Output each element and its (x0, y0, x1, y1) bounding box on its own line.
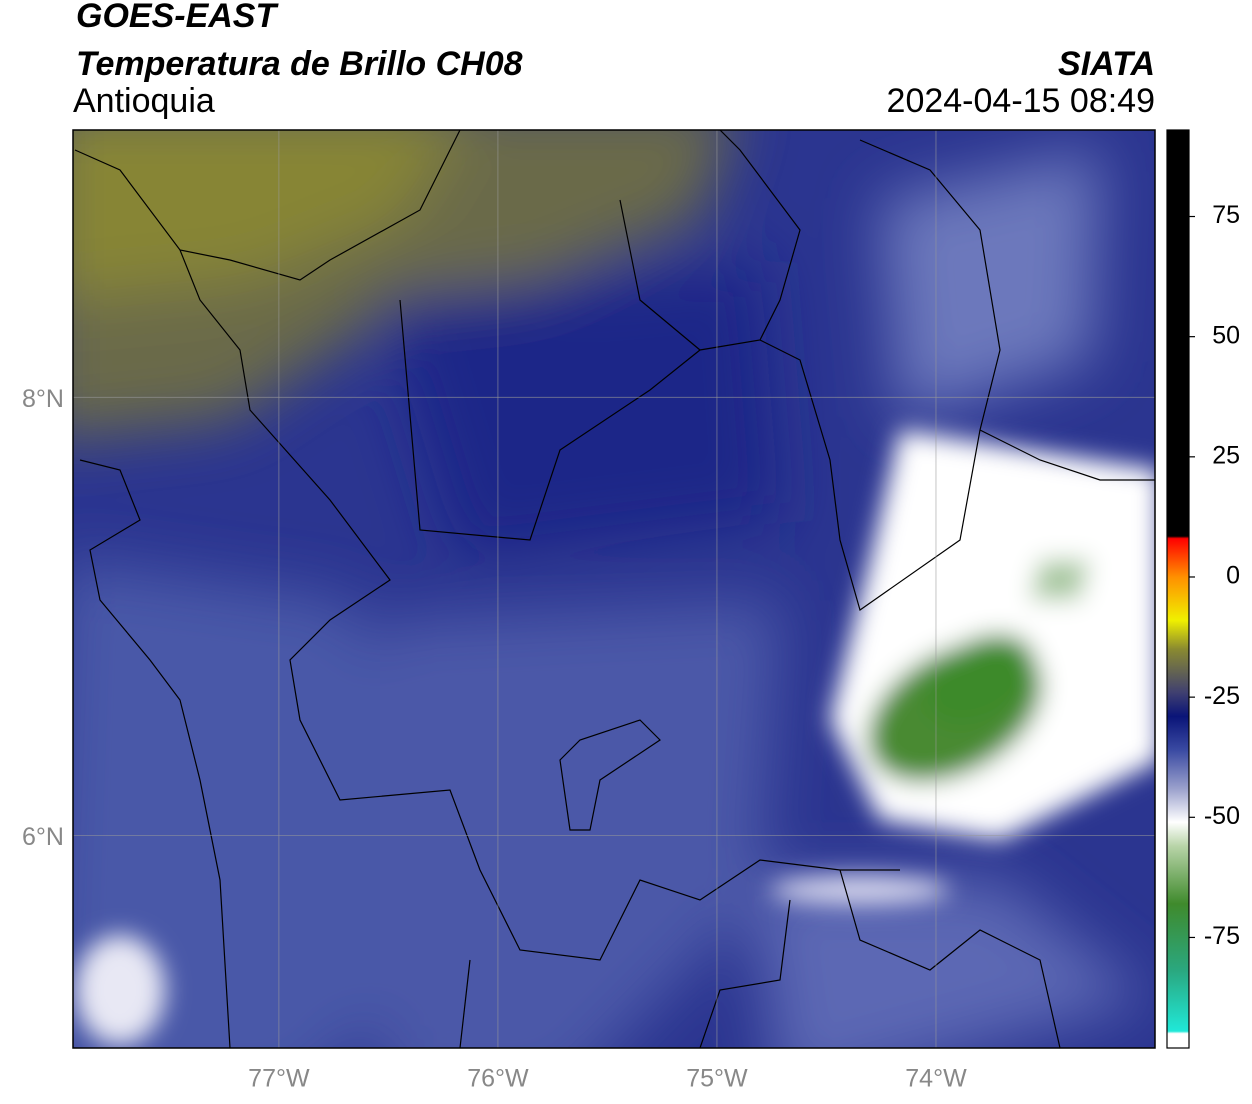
datetime: 2024-04-15 08:49 (887, 82, 1155, 120)
x-tick-label: 74°W (905, 1065, 967, 1093)
colorbar-tick-label: 0 (1226, 562, 1240, 590)
region: Antioquia (73, 82, 215, 120)
x-tick-label: 75°W (686, 1065, 748, 1093)
colorbar-tick-label: 50 (1212, 321, 1240, 349)
colorbar (1167, 130, 1189, 1048)
map-field (73, 130, 1155, 1048)
y-tick-label: 6°N (22, 823, 64, 851)
title: GOES-EAST (76, 0, 279, 35)
colorbar-frame (1166, 129, 1190, 1049)
colorbar-tick-label: -75 (1204, 922, 1240, 950)
colorbar-tick-label: -25 (1204, 682, 1240, 710)
colorbar-tick-label: 25 (1212, 441, 1240, 469)
subtitle: Temperatura de Brillo CH08 (76, 45, 523, 83)
map-frame (72, 129, 1156, 1049)
y-tick-label: 8°N (22, 385, 64, 413)
colorbar-tick-label: 75 (1212, 201, 1240, 229)
x-tick-label: 77°W (248, 1065, 310, 1093)
x-tick-label: 76°W (467, 1065, 529, 1093)
source: SIATA (1058, 45, 1155, 83)
colorbar-tick-label: -50 (1204, 802, 1240, 830)
